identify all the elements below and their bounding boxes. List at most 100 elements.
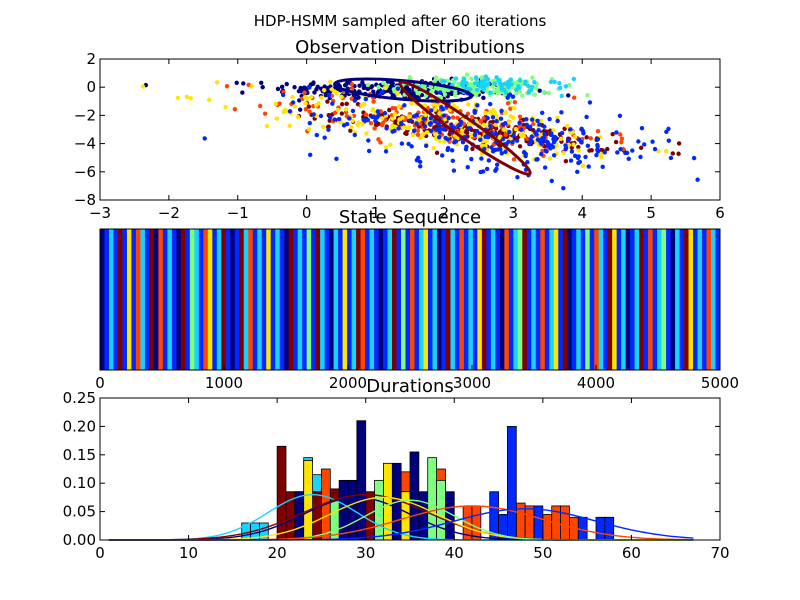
scatter-point [326, 127, 331, 132]
scatter-point [290, 94, 295, 100]
scatter-point [524, 122, 529, 128]
scatter-point [429, 128, 434, 134]
scatter-point [520, 131, 525, 136]
state-segment [688, 229, 694, 370]
state-segment [486, 229, 492, 370]
scatter-point [568, 127, 573, 132]
scatter-point [365, 86, 371, 92]
state-segment [113, 229, 119, 370]
state-segment [540, 229, 546, 370]
scatter-point [406, 141, 411, 147]
observation-ticks: −3 −2 −1 0 1 2 3 4 5 6 2 0 −2 −4 −6 −8 [74, 50, 725, 222]
state-segment [225, 229, 231, 370]
scatter-point [617, 113, 623, 119]
scatter-point [379, 116, 385, 121]
scatter-point [383, 149, 389, 154]
scatter-point [558, 85, 563, 91]
scatter-point [565, 137, 571, 143]
scatter-point [568, 158, 574, 163]
scatter-point [512, 99, 518, 105]
state-segment [522, 229, 528, 370]
scatter-point [469, 156, 474, 162]
state-segment [706, 229, 712, 370]
scatter-point [434, 127, 439, 132]
scatter-point [555, 115, 560, 120]
x-tick-label: 5000 [701, 374, 739, 392]
state-segment [459, 229, 465, 370]
scatter-point [561, 186, 566, 191]
scatter-point [481, 95, 486, 101]
scatter-point [322, 135, 327, 140]
scatter-point [543, 148, 549, 154]
state-segment [248, 229, 254, 370]
scatter-point [364, 131, 369, 136]
state-segment [504, 229, 510, 370]
scatter-point [469, 76, 474, 81]
duration-bar [338, 479, 349, 541]
scatter-point [455, 115, 460, 120]
scatter-point [638, 145, 644, 151]
state-segment [396, 229, 402, 370]
scatter-point [536, 128, 541, 133]
scatter-point [503, 110, 508, 116]
state-segment [589, 229, 595, 370]
scatter-point [287, 109, 293, 114]
state-segment [261, 229, 267, 370]
scatter-point [410, 132, 416, 138]
scatter-point [297, 98, 302, 103]
scatter-point [571, 95, 577, 100]
state-segment [594, 229, 599, 370]
state-segment [126, 229, 132, 370]
scatter-point [249, 84, 255, 89]
scatter-point [650, 139, 655, 144]
scatter-point [478, 137, 483, 143]
scatter-point [339, 111, 345, 116]
scatter-point [502, 87, 507, 92]
scatter-point [372, 126, 377, 131]
y-tick-label: 0.20 [63, 417, 96, 435]
scatter-point [507, 92, 513, 97]
scatter-point [437, 90, 443, 95]
state-segment [230, 229, 236, 370]
scatter-point [485, 77, 491, 82]
scatter-point [537, 122, 542, 127]
scatter-point [340, 102, 345, 107]
scatter-point [511, 133, 516, 138]
scatter-point [418, 164, 423, 169]
x-tick-label: 60 [622, 544, 641, 562]
scatter-point [202, 136, 207, 141]
state-segment [679, 229, 685, 370]
scatter-point [315, 84, 320, 90]
scatter-point [484, 138, 489, 144]
figure-suptitle: HDP-HSMM sampled after 60 iterations [254, 12, 547, 30]
scatter-point [407, 114, 412, 119]
x-tick-label: 2000 [329, 374, 367, 392]
scatter-point [415, 132, 421, 138]
scatter-point [529, 84, 535, 89]
scatter-point [311, 112, 316, 117]
scatter-point [474, 128, 480, 134]
duration-bar [560, 505, 570, 541]
state-segment [131, 229, 137, 370]
scatter-point [517, 120, 522, 126]
y-tick-label: 0 [86, 78, 96, 96]
scatter-point [422, 124, 428, 129]
scatter-point [576, 148, 581, 153]
state-segment [153, 229, 159, 370]
state-segment [374, 229, 379, 370]
scatter-point [531, 92, 537, 97]
scatter-point [534, 157, 539, 162]
scatter-point [274, 116, 280, 121]
scatter-point [303, 101, 308, 106]
scatter-point [451, 168, 457, 173]
scatter-point [395, 86, 401, 91]
duration-bar [471, 505, 482, 541]
state-segment [189, 229, 195, 370]
scatter-point [499, 108, 504, 114]
scatter-point [319, 95, 324, 100]
scatter-point [336, 116, 342, 122]
scatter-point [676, 151, 681, 156]
x-tick-label: 4000 [577, 374, 615, 392]
scatter-point [306, 126, 312, 132]
scatter-point [214, 80, 220, 85]
